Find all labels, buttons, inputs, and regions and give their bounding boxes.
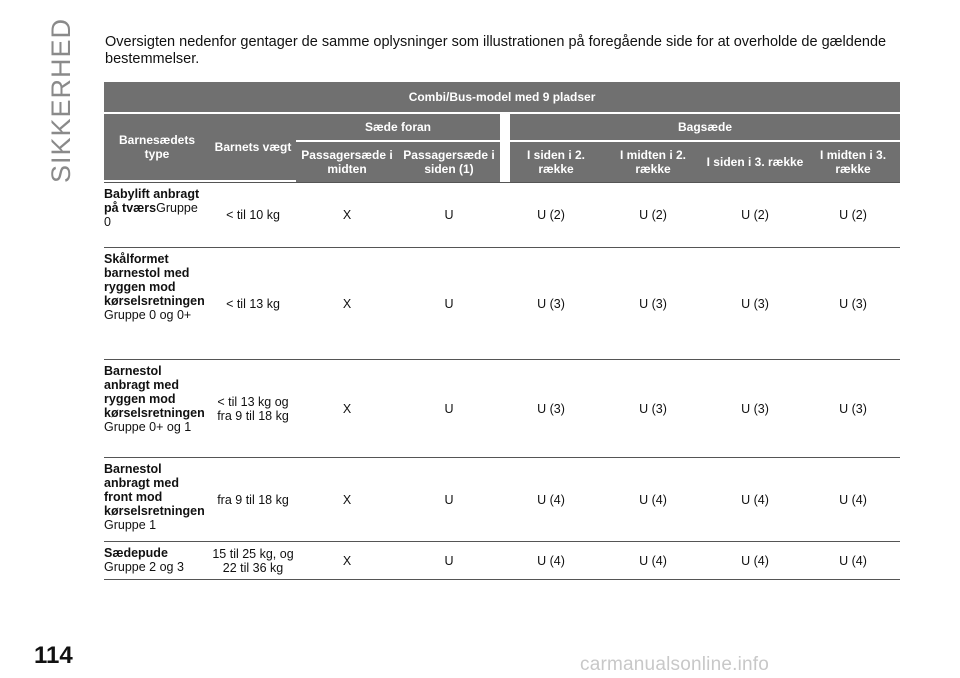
value-cell: X xyxy=(296,360,398,458)
value-cell: U (4) xyxy=(806,458,901,542)
value-cell: X xyxy=(296,182,398,248)
header-sub-col: Passagersæde i midten xyxy=(296,142,398,182)
weight-cell: < til 13 kg og fra 9 til 18 kg xyxy=(210,360,296,458)
value-cell: X xyxy=(296,542,398,580)
intro-paragraph: Oversigten nedenfor gentager de samme op… xyxy=(105,34,887,67)
seat-type-name: Skålformet barnestol med ryggen mod kørs… xyxy=(104,252,205,308)
value-cell: U (4) xyxy=(602,542,704,580)
value-cell: U (3) xyxy=(806,248,901,360)
table-row: Babylift anbragt på tværsGruppe 0 < til … xyxy=(104,182,901,248)
seat-type-cell: Barnestol anbragt med ryggen mod kørsels… xyxy=(104,360,210,458)
header-sub-col: Passagersæde i siden (1) xyxy=(398,142,500,182)
seat-type-name: Babylift anbragt på tværs xyxy=(104,187,200,215)
seat-type-group: Gruppe 0 xyxy=(104,201,198,229)
table-row: Barnestol anbragt med ryggen mod kørsels… xyxy=(104,360,901,458)
value-cell: U (2) xyxy=(704,182,806,248)
table-row: Skålformet barnestol med ryggen mod kørs… xyxy=(104,248,901,360)
seat-type-cell: Barnestol anbragt med front mod kørselsr… xyxy=(104,458,210,542)
table-row: Barnestol anbragt med front mod kørselsr… xyxy=(104,458,901,542)
value-cell: U xyxy=(398,248,500,360)
value-cell: U (3) xyxy=(602,360,704,458)
value-cell: U xyxy=(398,542,500,580)
seat-type-name: Sædepude xyxy=(104,546,168,560)
weight-cell: fra 9 til 18 kg xyxy=(210,458,296,542)
value-cell: U (3) xyxy=(602,248,704,360)
value-cell: U (4) xyxy=(704,458,806,542)
table-header: Combi/Bus-model med 9 pladser Barnesædet… xyxy=(104,82,901,182)
weight-cell: < til 13 kg xyxy=(210,248,296,360)
value-cell: X xyxy=(296,248,398,360)
value-cell: U (3) xyxy=(500,360,602,458)
value-cell: U xyxy=(398,360,500,458)
seat-type-cell: Sædepude Gruppe 2 og 3 xyxy=(104,542,210,580)
value-cell: U (4) xyxy=(500,458,602,542)
section-title: SIKKERHED xyxy=(38,17,86,182)
value-cell: U (3) xyxy=(500,248,602,360)
weight-cell: < til 10 kg xyxy=(210,182,296,248)
header-child-weight: Barnets vægt xyxy=(210,114,296,182)
section-title-text: SIKKERHED xyxy=(46,17,77,183)
child-seat-table: Combi/Bus-model med 9 pladser Barnesædet… xyxy=(104,82,901,580)
value-cell: U (3) xyxy=(704,360,806,458)
seat-type-group: Gruppe 0+ og 1 xyxy=(104,420,192,434)
header-sub-col: I siden i 3. række xyxy=(704,142,806,182)
value-cell: U (2) xyxy=(806,182,901,248)
header-sub-col: I midten i 2. række xyxy=(602,142,704,182)
table-row: Sædepude Gruppe 2 og 3 15 til 25 kg, og 2… xyxy=(104,542,901,580)
value-cell: U (3) xyxy=(704,248,806,360)
value-cell: U (4) xyxy=(602,458,704,542)
value-cell: U (4) xyxy=(704,542,806,580)
child-seat-table-container: Combi/Bus-model med 9 pladser Barnesædet… xyxy=(104,82,901,580)
table-title: Combi/Bus-model med 9 pladser xyxy=(104,82,901,114)
page-number: 114 xyxy=(34,642,73,669)
value-cell: U (3) xyxy=(806,360,901,458)
header-front-seat: Sæde foran xyxy=(296,114,500,142)
seat-type-group: Gruppe 2 og 3 xyxy=(104,560,184,574)
value-cell: X xyxy=(296,458,398,542)
value-cell: U (2) xyxy=(602,182,704,248)
value-cell: U (4) xyxy=(500,542,602,580)
header-sub-col: I siden i 2. række xyxy=(500,142,602,182)
seat-type-cell: Babylift anbragt på tværsGruppe 0 xyxy=(104,182,210,248)
seat-type-group: Gruppe 0 og 0+ xyxy=(104,308,192,322)
seat-type-group: Gruppe 1 xyxy=(104,518,157,532)
header-sub-col: I midten i 3. række xyxy=(806,142,901,182)
seat-type-name: Barnestol anbragt med ryggen mod kørsels… xyxy=(104,364,205,420)
value-cell: U xyxy=(398,182,500,248)
value-cell: U (2) xyxy=(500,182,602,248)
value-cell: U xyxy=(398,458,500,542)
table-body: Babylift anbragt på tværsGruppe 0 < til … xyxy=(104,182,901,580)
header-seat-type: Barnesædets type xyxy=(104,114,210,182)
seat-type-cell: Skålformet barnestol med ryggen mod kørs… xyxy=(104,248,210,360)
value-cell: U (4) xyxy=(806,542,901,580)
seat-type-name: Barnestol anbragt med front mod kørselsr… xyxy=(104,462,205,518)
watermark: carmanualsonline.info xyxy=(580,654,770,675)
header-rear-seat: Bagsæde xyxy=(500,114,901,142)
weight-cell: 15 til 25 kg, og 22 til 36 kg xyxy=(210,542,296,580)
